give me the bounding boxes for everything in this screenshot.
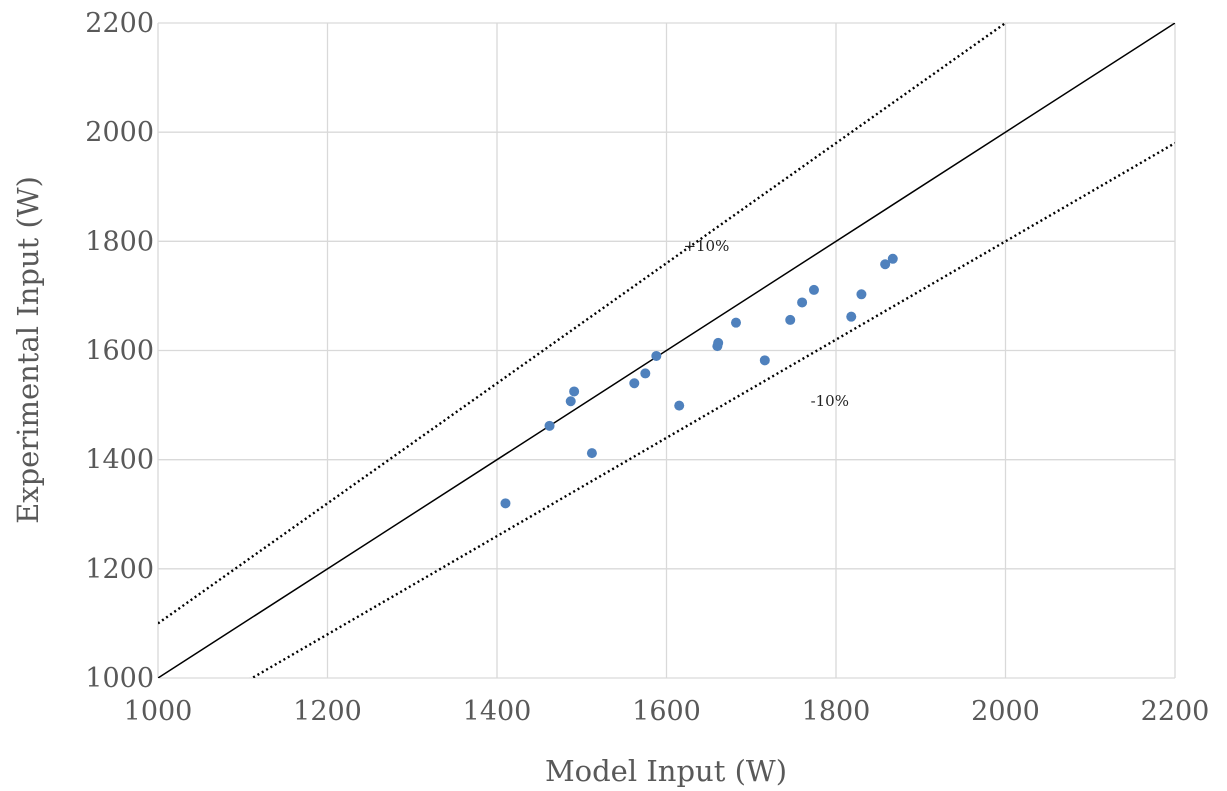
x-tick-label: 1000 (124, 696, 193, 727)
data-point (880, 259, 891, 270)
annotations: +10% -10% (683, 237, 849, 410)
data-point (808, 284, 819, 295)
x-tick-label: 1400 (463, 696, 532, 727)
x-tick-label: 2000 (971, 696, 1040, 727)
y-tick-label: 1200 (85, 554, 154, 585)
data-point (586, 448, 597, 459)
data-point (785, 314, 796, 325)
x-tick-label: 1800 (802, 696, 871, 727)
data-points (500, 253, 898, 509)
y-tick-label: 2000 (85, 117, 154, 148)
y-tick-label: 1400 (85, 445, 154, 476)
data-point (887, 253, 898, 264)
data-point (651, 350, 662, 361)
data-point (797, 297, 808, 308)
data-point (674, 400, 685, 411)
tick-labels: 1000 1200 1400 1600 1800 2000 2200 1000 1200 1400… (85, 8, 1209, 727)
data-point (629, 378, 640, 389)
parity-line (158, 23, 1175, 678)
data-point (544, 420, 555, 431)
reference-lines (158, 23, 1175, 678)
y-tick-label: 1600 (85, 336, 154, 367)
data-point (500, 498, 511, 509)
data-point (730, 317, 741, 328)
x-axis-title: Model Input (W) (545, 754, 787, 788)
bound-label: +10% (683, 237, 729, 255)
data-point (565, 396, 576, 407)
y-tick-label: 1800 (85, 226, 154, 257)
bound-label: -10% (811, 392, 849, 410)
y-tick-label: 1000 (85, 663, 154, 694)
data-point (713, 337, 724, 348)
data-point (856, 289, 867, 300)
y-axis-title: Experimental Input (W) (11, 176, 45, 524)
x-tick-label: 1200 (293, 696, 362, 727)
y-tick-label: 2200 (85, 8, 154, 39)
data-point (640, 368, 651, 379)
data-point (846, 311, 857, 322)
x-tick-label: 2200 (1141, 696, 1210, 727)
data-point (759, 355, 770, 366)
bound-line (249, 142, 1175, 678)
data-point (569, 386, 580, 397)
x-tick-label: 1600 (632, 696, 701, 727)
